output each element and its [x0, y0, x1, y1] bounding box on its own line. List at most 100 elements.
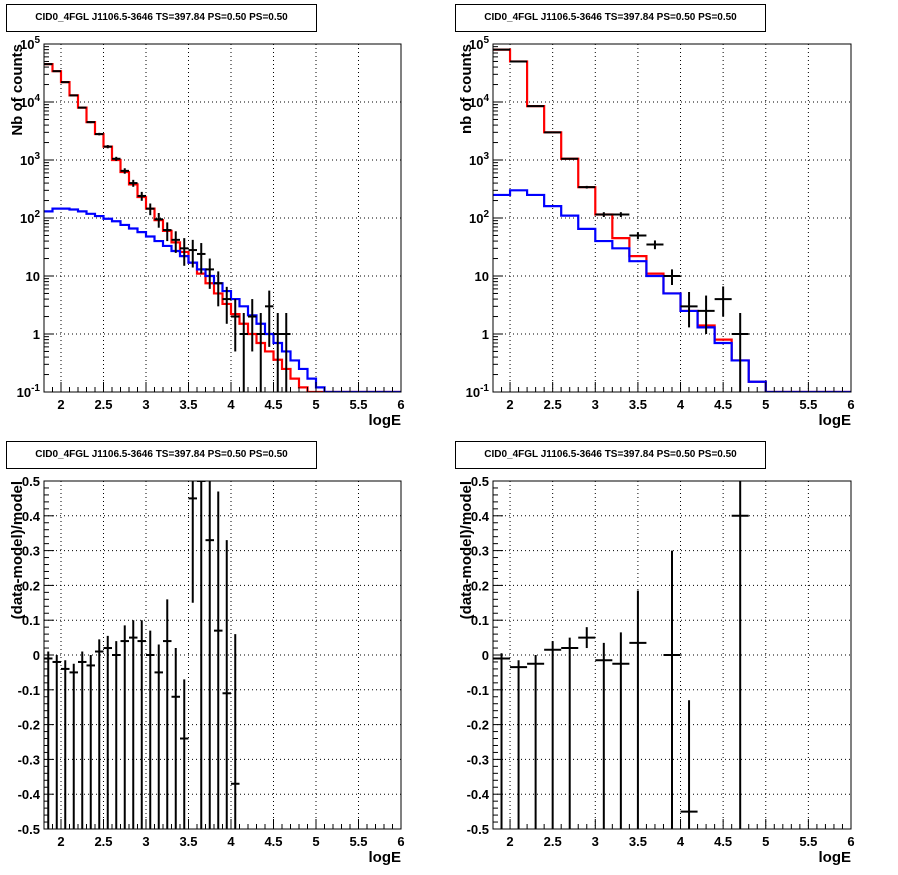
y-axis-label: Nb of counts [9, 44, 26, 136]
data-point [163, 222, 172, 242]
data-point [527, 655, 545, 829]
data-point [544, 641, 562, 829]
plot-area [44, 63, 401, 392]
data-point [527, 105, 545, 108]
y-tick-label: 104 [469, 93, 489, 110]
data-point [52, 70, 61, 73]
data-point [61, 81, 70, 84]
y-axis-label: (data-model)/model [458, 481, 475, 619]
x-tick-label: 2 [506, 834, 513, 849]
data-point [137, 191, 146, 201]
data-point [714, 286, 732, 317]
data-point [188, 481, 197, 603]
y-tick-label: 10-1 [17, 383, 41, 400]
data-point [197, 481, 206, 829]
plot-frame [43, 43, 402, 393]
y-tick-label: 103 [20, 151, 40, 168]
data-point [544, 131, 562, 134]
y-tick-label: 0.2 [22, 578, 40, 593]
y-tick-label: 102 [20, 209, 40, 226]
y-axis-label: (data-model)/model [9, 481, 26, 619]
data-point [78, 106, 87, 109]
x-tick-label: 4.5 [264, 834, 282, 849]
y-tick-label: -0.3 [467, 752, 489, 767]
panel-2: 2 2.5 3 3.5 4 4.5 5 5.5 6 10-1 1 10 102 103 104 105 logE… [458, 35, 855, 429]
y-tick-label: 105 [20, 35, 40, 52]
plot-area [493, 481, 749, 829]
y-tick-label: 0.2 [471, 578, 489, 593]
x-axis-label: logE [369, 412, 402, 429]
data-point [180, 238, 189, 266]
y-tick-label: -0.1 [467, 683, 489, 698]
x-tick-label: 3.5 [179, 397, 197, 412]
x-tick-label: 5.5 [799, 834, 817, 849]
x-tick-label: 2.5 [94, 397, 112, 412]
x-tick-label: 3.5 [629, 834, 647, 849]
data-point [214, 491, 223, 829]
data-point [646, 240, 664, 250]
y-tick-label: 102 [469, 209, 489, 226]
data-point [680, 291, 698, 328]
y-tick-label: 0.4 [22, 509, 41, 524]
y-tick-label: -0.2 [18, 718, 40, 733]
data-point [578, 185, 596, 189]
y-tick-label: 104 [20, 93, 40, 110]
x-tick-label: 4.5 [264, 397, 282, 412]
data-point [612, 632, 630, 829]
data-point [180, 679, 189, 829]
x-tick-label: 3 [142, 834, 149, 849]
data-point [44, 63, 53, 66]
panel-3: 2 2.5 3 3.5 4 4.5 5 5.5 6 -0.5 -0.4 -0.3 -0.2 -0.1 0 0.… [9, 474, 405, 866]
y-tick-label: 0.4 [471, 509, 490, 524]
data-point [86, 121, 95, 124]
data-point [171, 231, 180, 253]
data-point [129, 620, 138, 829]
data-point [731, 481, 749, 829]
y-tick-label: 10 [26, 269, 40, 284]
panel-3-title: CID0_4FGL J1106.5-3646 TS=397.84 PS=0.50… [6, 441, 317, 469]
data-point [731, 313, 749, 392]
data-point [103, 635, 112, 829]
plot-area [44, 481, 240, 829]
y-tick-label: 1 [33, 327, 40, 342]
y-tick-label: -0.5 [18, 822, 40, 837]
series-2-step-line [44, 207, 401, 392]
data-point [103, 145, 112, 149]
data-point [561, 157, 579, 160]
y-tick-label: -0.4 [18, 787, 41, 802]
data-point [205, 481, 214, 829]
x-tick-label: 2 [506, 397, 513, 412]
y-tick-label: 103 [469, 151, 489, 168]
x-tick-label: 3 [142, 397, 149, 412]
y-tick-label: -0.4 [467, 787, 490, 802]
data-point [95, 132, 104, 136]
data-point [146, 630, 155, 829]
x-tick-label: 2 [57, 834, 64, 849]
data-point [61, 660, 70, 829]
x-tick-label: 5.5 [349, 834, 367, 849]
x-tick-label: 5.5 [799, 397, 817, 412]
y-tick-label: -0.1 [18, 683, 40, 698]
data-point [137, 620, 146, 829]
x-tick-label: 5 [762, 397, 769, 412]
panel-1: 2 2.5 3 3.5 4 4.5 5 5.5 6 10-1 1 10 102 103 104 105 logE… [9, 35, 405, 429]
series-1-step-line [44, 63, 401, 392]
data-point [197, 243, 206, 274]
data-point [561, 637, 579, 829]
data-point [86, 655, 95, 829]
data-point [282, 313, 291, 392]
data-point [69, 94, 78, 97]
x-tick-label: 2 [57, 397, 64, 412]
panel-2-title: CID0_4FGL J1106.5-3646 TS=397.84 PS=0.50… [455, 4, 766, 32]
data-point [629, 590, 647, 829]
data-point [205, 258, 214, 289]
plot-area [493, 48, 851, 392]
y-tick-label: 0.3 [471, 544, 489, 559]
y-axis-label: nb of counts [458, 44, 475, 134]
data-point [256, 313, 265, 392]
x-axis-label: logE [819, 849, 852, 866]
x-tick-label: 5 [762, 834, 769, 849]
x-tick-label: 3 [592, 397, 599, 412]
x-tick-label: 2.5 [94, 834, 112, 849]
